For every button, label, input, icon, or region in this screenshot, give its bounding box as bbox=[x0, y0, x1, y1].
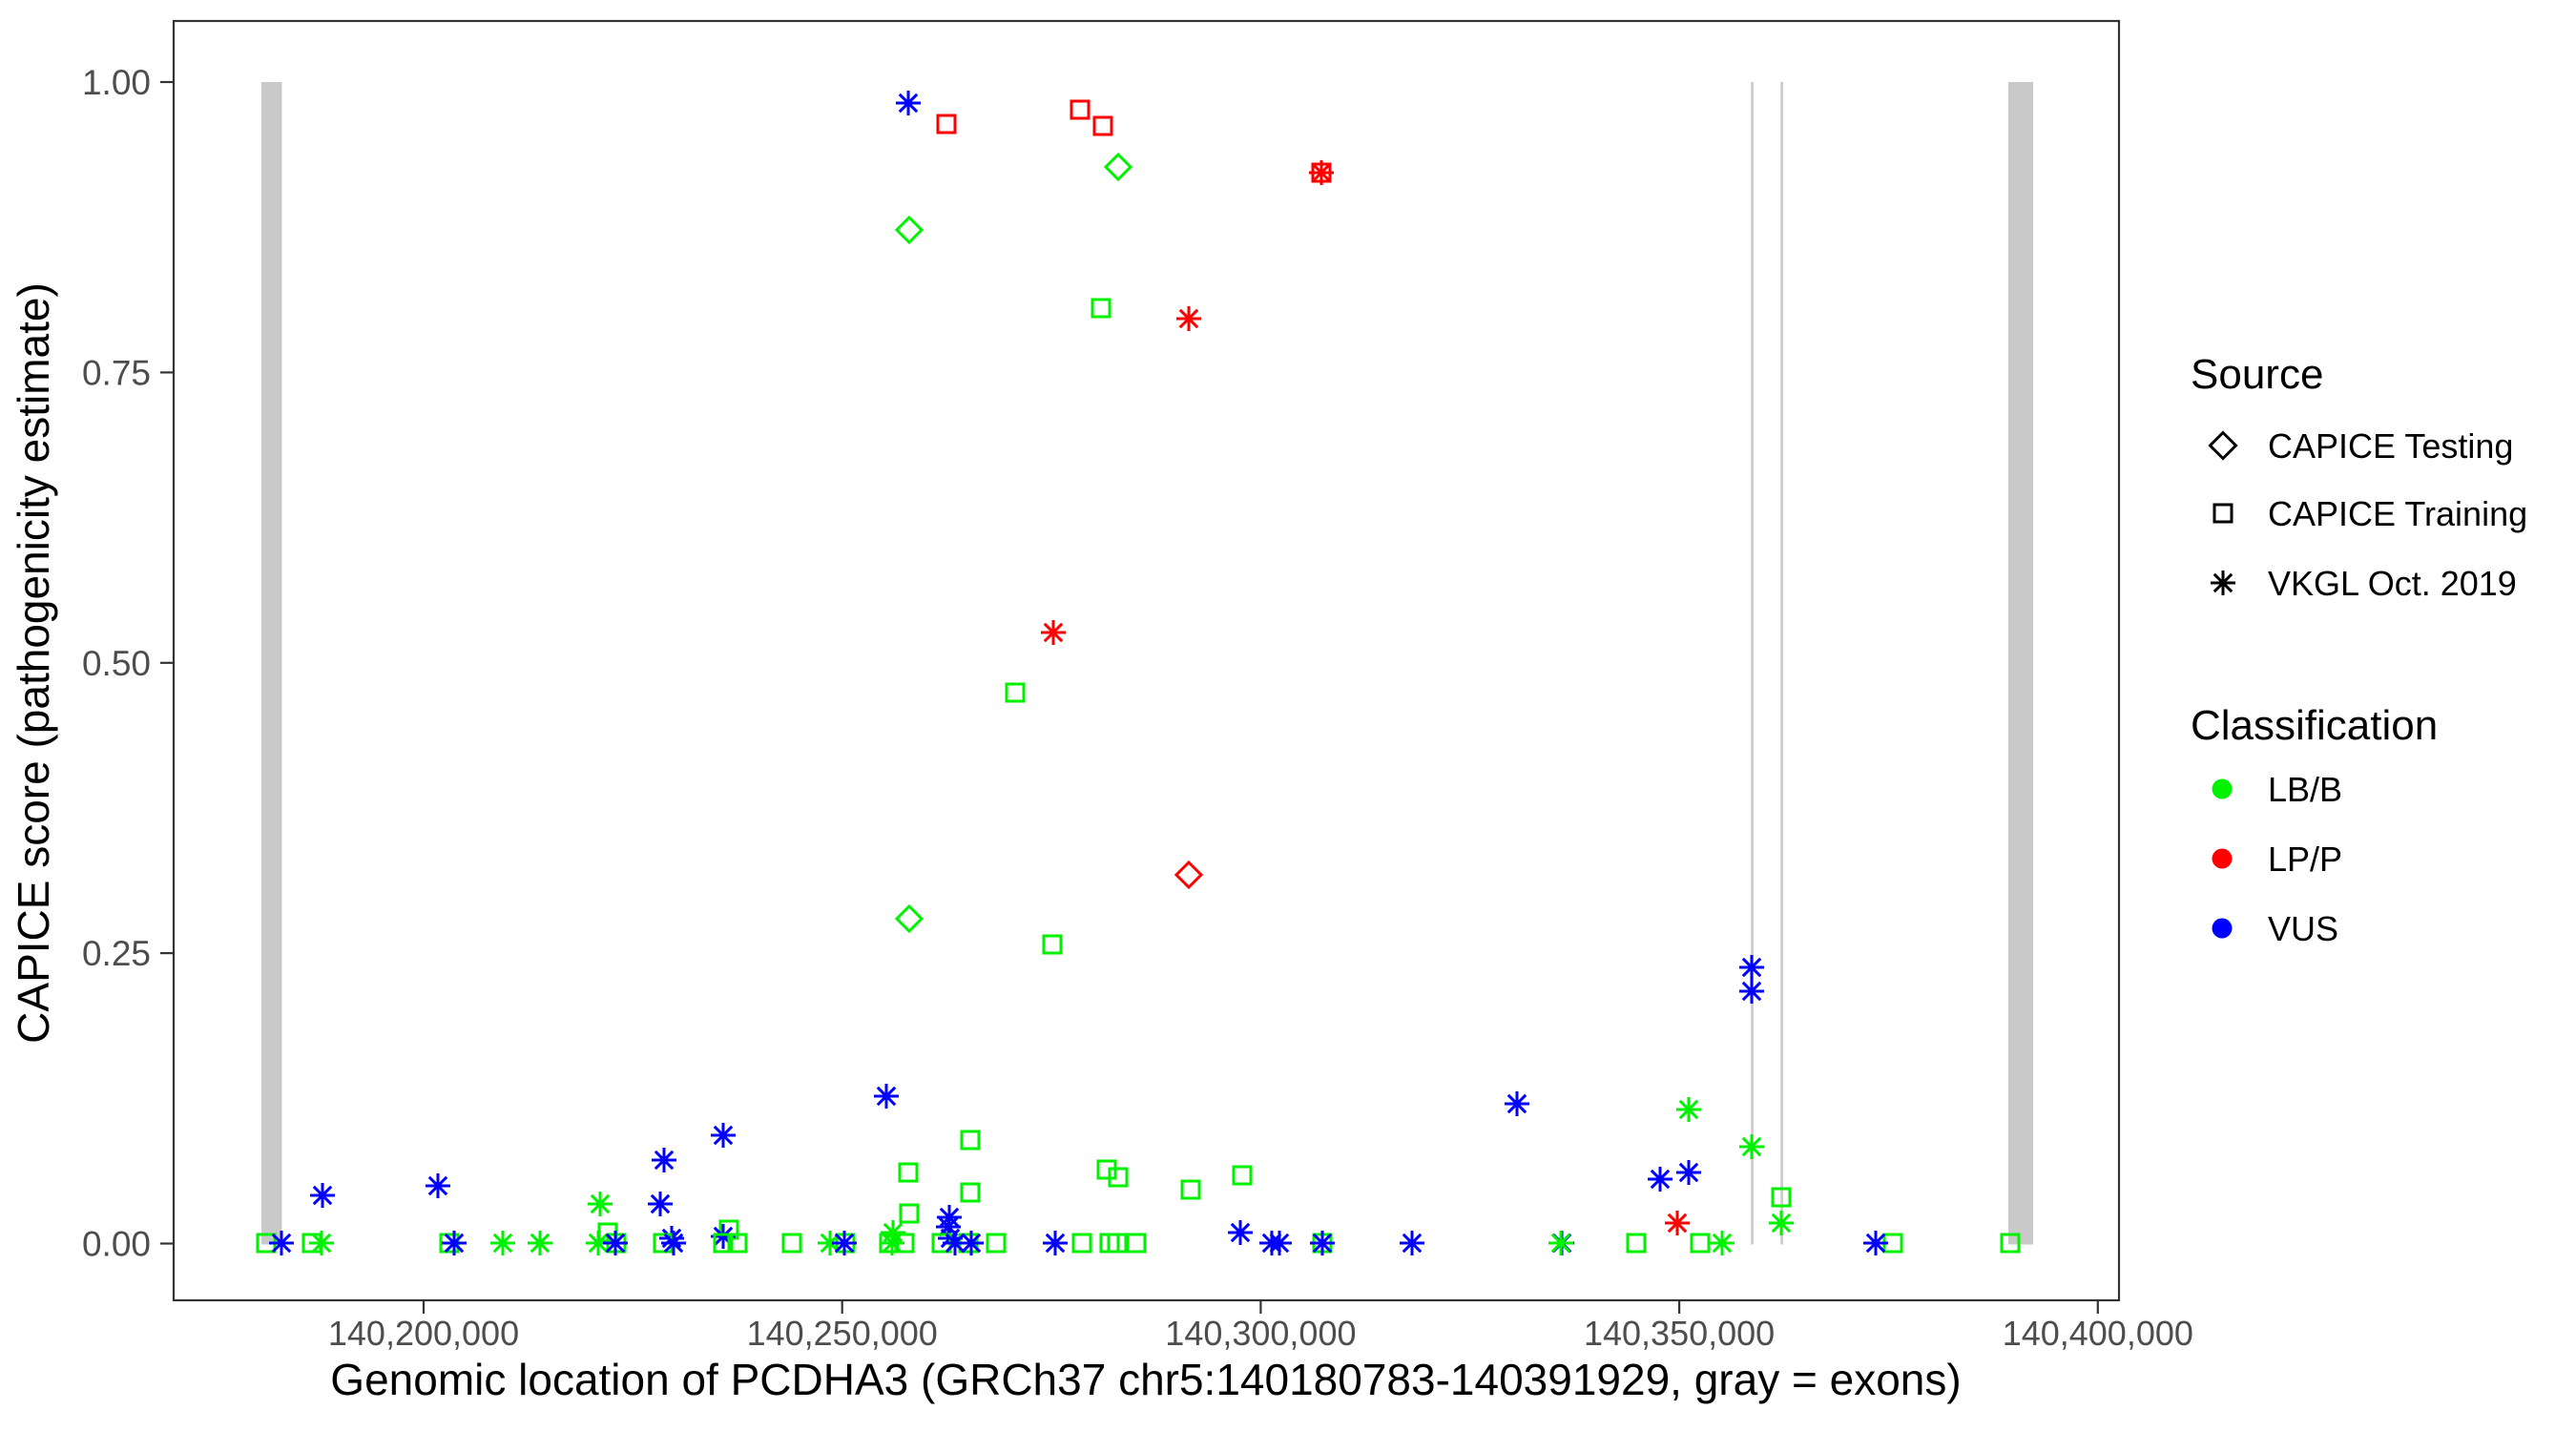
svg-text:CAPICE Training: CAPICE Training bbox=[2268, 494, 2527, 533]
svg-text:1.00: 1.00 bbox=[82, 63, 151, 102]
svg-text:VUS: VUS bbox=[2268, 909, 2338, 948]
svg-text:CAPICE Testing: CAPICE Testing bbox=[2268, 426, 2513, 466]
svg-text:0.75: 0.75 bbox=[82, 353, 151, 392]
svg-text:140,250,000: 140,250,000 bbox=[747, 1314, 938, 1353]
svg-text:0.50: 0.50 bbox=[82, 644, 151, 683]
svg-text:0.25: 0.25 bbox=[82, 934, 151, 973]
svg-text:Source: Source bbox=[2191, 351, 2323, 398]
svg-text:140,350,000: 140,350,000 bbox=[1584, 1314, 1775, 1353]
svg-text:LP/P: LP/P bbox=[2268, 840, 2342, 879]
svg-text:CAPICE score (pathogenicity es: CAPICE score (pathogenicity estimate) bbox=[9, 282, 58, 1044]
svg-text:LB/B: LB/B bbox=[2268, 770, 2342, 809]
svg-text:140,300,000: 140,300,000 bbox=[1165, 1314, 1356, 1353]
svg-text:140,200,000: 140,200,000 bbox=[328, 1314, 519, 1353]
svg-text:Genomic location of PCDHA3 (GR: Genomic location of PCDHA3 (GRCh37 chr5:… bbox=[330, 1355, 1961, 1404]
svg-text:0.00: 0.00 bbox=[82, 1225, 151, 1264]
svg-text:140,400,000: 140,400,000 bbox=[2003, 1314, 2193, 1353]
svg-text:VKGL Oct. 2019: VKGL Oct. 2019 bbox=[2268, 564, 2517, 603]
svg-text:Classification: Classification bbox=[2191, 702, 2438, 749]
